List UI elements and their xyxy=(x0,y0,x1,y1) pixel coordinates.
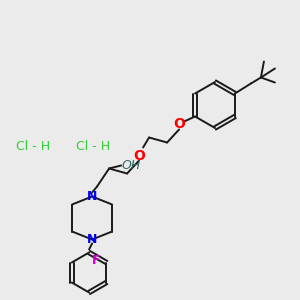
Text: Cl - H: Cl - H xyxy=(16,140,50,154)
Text: OH: OH xyxy=(122,159,141,172)
Text: O: O xyxy=(133,148,145,163)
Text: Cl - H: Cl - H xyxy=(76,140,110,154)
Text: F: F xyxy=(92,254,101,267)
Text: N: N xyxy=(87,190,97,203)
Text: O: O xyxy=(173,118,185,131)
Text: N: N xyxy=(87,233,97,246)
